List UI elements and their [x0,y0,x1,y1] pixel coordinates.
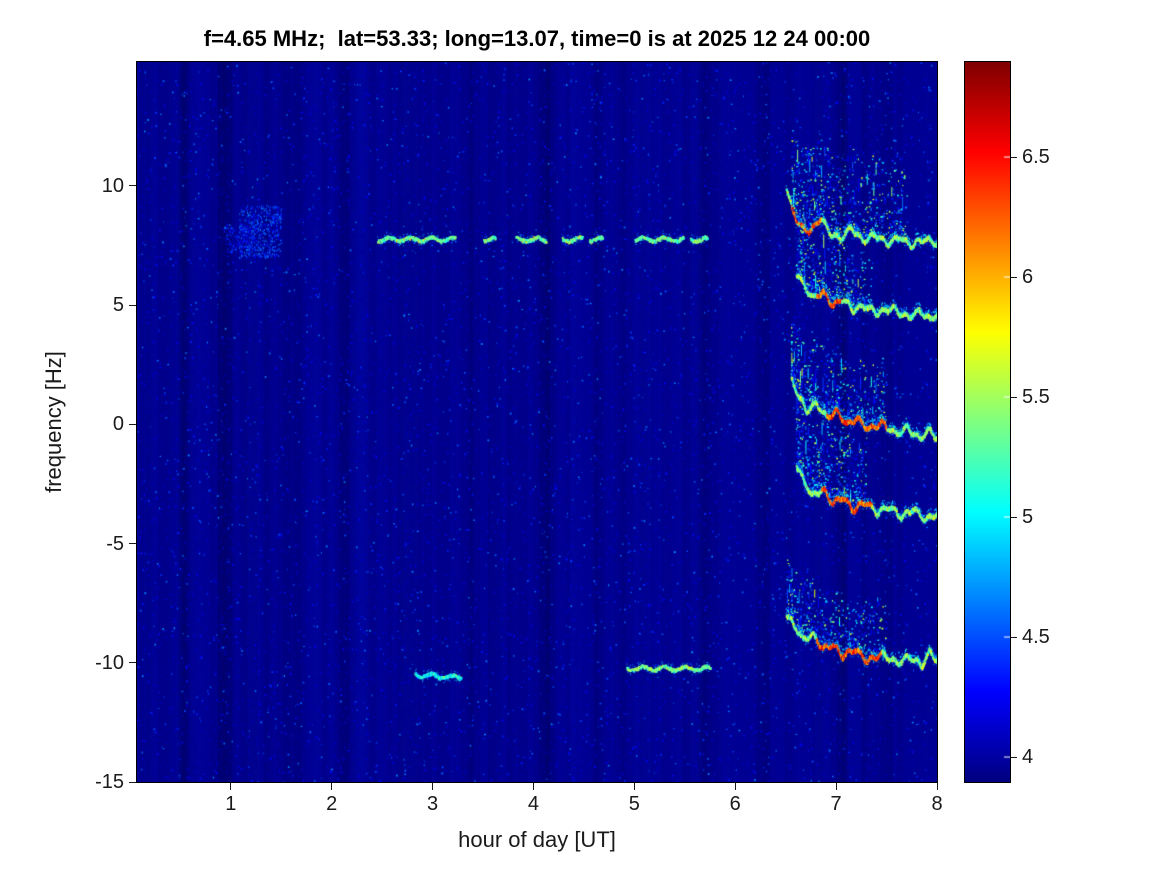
y-tick-label: 0 [112,413,124,436]
x-tick-mark [331,783,333,790]
x-tick-label: 6 [729,793,741,815]
spectrogram-canvas [136,61,938,783]
x-tick-label: 5 [628,793,640,815]
x-tick-mark [230,783,232,790]
y-tick-label: -10 [95,651,124,674]
x-tick-label: 4 [527,793,540,815]
y-tick-mark [129,423,136,425]
x-tick-label: 3 [427,793,439,815]
x-axis-label: hour of day [UT] [458,827,616,852]
y-tick-label: -15 [95,771,124,793]
colorbar-tick-mark [1011,156,1017,158]
x-tick-label: 2 [326,793,338,815]
x-tick-label: 7 [830,793,842,815]
y-tick-mark [129,185,136,187]
x-tick-mark [633,783,635,790]
colorbar-tick-mark [1011,276,1017,278]
y-tick-mark [129,304,136,306]
colorbar-canvas [964,61,1011,783]
x-tick-mark [532,783,534,790]
x-tick-label: 8 [931,793,943,815]
colorbar-tick-label: 4.5 [1022,626,1050,649]
y-tick-mark [129,662,136,664]
colorbar-tick-mark [1011,516,1017,518]
y-tick-mark [129,781,136,783]
x-tick-mark [734,783,736,790]
colorbar-tick-label: 5 [1022,506,1034,529]
colorbar-tick-mark [1011,756,1017,758]
plot-title: f=4.65 MHz; lat=53.33; long=13.07, time=… [203,26,871,51]
colorbar-tick-mark [1011,396,1017,398]
colorbar-tick-mark [1011,636,1017,638]
y-tick-label: 10 [101,174,124,197]
x-tick-mark [936,783,938,790]
x-tick-mark [835,783,837,790]
colorbar-tick-label: 6 [1022,266,1034,289]
colorbar-tick-label: 6.5 [1022,146,1050,169]
y-axis-label: frequency [Hz] [41,351,66,493]
y-tick-mark [129,543,136,545]
x-tick-label: 1 [225,793,237,815]
colorbar-tick-label: 4 [1022,746,1034,769]
x-tick-mark [432,783,434,790]
y-tick-label: -5 [106,532,124,555]
y-tick-label: 5 [112,294,124,317]
colorbar-tick-label: 5.5 [1022,386,1050,409]
